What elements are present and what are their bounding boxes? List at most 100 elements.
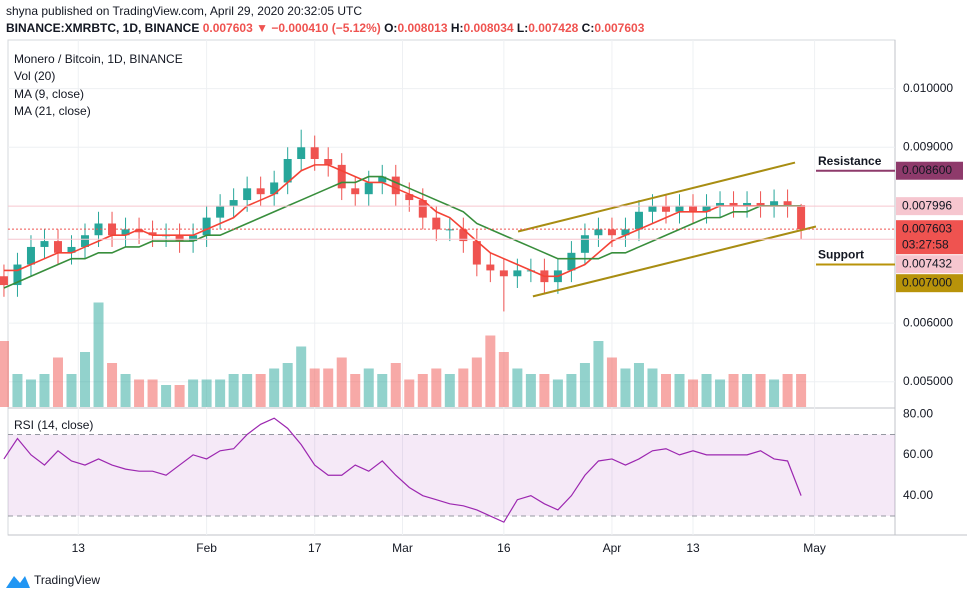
- volume-bar: [431, 368, 442, 407]
- ohlc-value: 0.008034: [464, 21, 514, 35]
- candle-body: [0, 276, 8, 286]
- countdown: 03:27:58: [902, 237, 949, 251]
- volume-bar: [539, 374, 550, 407]
- volume-bar: [647, 368, 658, 407]
- candle-body: [648, 205, 657, 212]
- x-tick-label: Apr: [603, 541, 622, 555]
- candle-body: [148, 232, 157, 236]
- candle-body: [364, 182, 373, 195]
- rsi-line: [3, 417, 802, 523]
- rsi-tick-label: 40.00: [903, 488, 933, 502]
- candle-body: [81, 235, 90, 247]
- candle-body: [797, 205, 806, 230]
- volume-bar: [390, 363, 401, 407]
- volume-bar: [498, 352, 509, 407]
- channel-line: [532, 225, 817, 298]
- candle-body: [567, 252, 576, 271]
- volume-bar: [404, 379, 415, 407]
- candle-body: [202, 217, 211, 236]
- candle-body: [135, 229, 144, 233]
- volume-bar: [755, 374, 766, 407]
- candle-body: [594, 229, 603, 236]
- candle-body: [243, 188, 252, 201]
- volume-bar: [25, 379, 36, 407]
- candle-body: [743, 202, 752, 206]
- volume-bar: [525, 374, 536, 407]
- rsi-tick-label: 60.00: [903, 447, 933, 461]
- price-badge-label: 0.007603: [902, 221, 952, 235]
- volume-bar: [134, 379, 145, 407]
- volume-bar: [12, 374, 23, 407]
- volume-bar: [255, 374, 266, 407]
- price-badge: [896, 274, 963, 293]
- ma-legend: MA (21, close): [14, 104, 91, 118]
- candle-body: [702, 205, 711, 212]
- candle-body: [689, 205, 698, 212]
- volume-bar: [363, 368, 374, 407]
- candles: [0, 129, 806, 523]
- candle-body: [256, 188, 265, 195]
- volume: [0, 302, 807, 407]
- volume-bar: [782, 374, 793, 407]
- candle-body: [580, 235, 589, 253]
- volume-bar: [633, 363, 644, 407]
- volume-bar: [147, 379, 158, 407]
- candle-body: [661, 205, 670, 212]
- candle-body: [324, 159, 333, 165]
- candle-body: [297, 147, 306, 160]
- volume-bar: [688, 379, 699, 407]
- volume-bar: [80, 352, 91, 407]
- volume-bar: [701, 374, 712, 407]
- x-tick-label: May: [803, 541, 826, 555]
- price-badge: [896, 161, 963, 180]
- candle-body: [472, 241, 481, 265]
- volume-bar: [52, 357, 63, 407]
- candle-body: [716, 202, 725, 206]
- x-tick-label: Mar: [392, 541, 413, 555]
- price-badge: [896, 197, 963, 216]
- change: −0.000410 (−5.12%): [271, 21, 380, 35]
- volume-bar: [215, 379, 226, 407]
- volume-bar: [188, 379, 199, 407]
- grid: [8, 40, 895, 535]
- candle-body: [783, 201, 792, 206]
- volume-bar: [593, 341, 604, 407]
- ma-legend: MA (9, close): [14, 87, 84, 101]
- arrow: ▼: [256, 21, 268, 35]
- candle-body: [189, 235, 198, 242]
- candle-body: [26, 246, 35, 265]
- candle-body: [216, 205, 225, 218]
- x-tick-label: 13: [686, 541, 700, 555]
- volume-bar: [350, 374, 361, 407]
- candle-body: [270, 182, 279, 195]
- last: 0.007603: [203, 21, 253, 35]
- published: shyna published on TradingView.com, Apri…: [6, 4, 362, 18]
- candle-body: [499, 270, 508, 277]
- rsi-legend: RSI (14, close): [14, 418, 93, 432]
- rsi-tick-label: 80.00: [903, 406, 933, 420]
- y-tick-label: 0.010000: [903, 81, 953, 95]
- price-badge-label: 0.007996: [902, 198, 952, 212]
- candle-body: [459, 229, 468, 242]
- candle-body: [486, 264, 495, 271]
- candle-body: [378, 176, 387, 183]
- volume-bar: [161, 385, 172, 407]
- volume-bar: [444, 374, 455, 407]
- candle-body: [13, 264, 22, 286]
- volume-bar: [309, 368, 320, 407]
- candle-body: [175, 235, 184, 242]
- volume-bar: [174, 385, 185, 407]
- candle-body: [53, 241, 62, 253]
- volume-bar: [0, 341, 9, 407]
- volume-bar: [728, 374, 739, 407]
- volume-bar: [742, 374, 753, 407]
- price-badge-label: 0.008600: [902, 163, 952, 177]
- x-tick-label: 13: [72, 541, 86, 555]
- volume-bar: [458, 368, 469, 407]
- candle-body: [729, 202, 738, 206]
- volume-bar: [417, 374, 428, 407]
- volume-bar: [552, 379, 563, 407]
- candle-body: [621, 229, 630, 236]
- level-name: Resistance: [818, 154, 882, 168]
